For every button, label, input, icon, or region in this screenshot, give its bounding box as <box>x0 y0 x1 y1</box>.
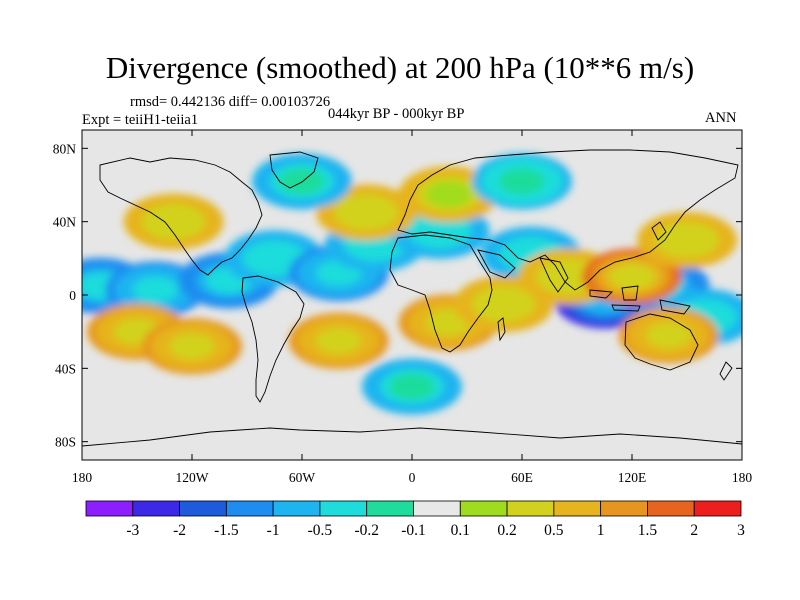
colorbar-swatch <box>132 500 180 517</box>
colorbar-label: 1.5 <box>638 522 658 539</box>
colorbar-label: -0.2 <box>354 522 379 539</box>
season-label: ANN <box>705 110 737 126</box>
field-anomaly <box>609 263 655 290</box>
field-anomaly <box>664 227 710 253</box>
colorbar-label: -1 <box>267 522 280 539</box>
field-anomaly <box>343 199 390 226</box>
lon-tick-label: 0 <box>409 470 416 485</box>
colorbar-swatch <box>272 500 321 517</box>
colorbar-swatch <box>693 500 742 517</box>
lat-tick-label: 40N <box>53 215 77 230</box>
colorbar-swatch <box>600 500 648 517</box>
colorbar-swatch <box>506 500 555 517</box>
axis-ticks: 80N 40N 0 40S 80S 180 120W 60W 0 60E 120E 180 <box>53 130 753 485</box>
map-area <box>82 130 742 460</box>
stats-line: rmsd= 0.442136 diff= 0.00103726 <box>130 94 331 110</box>
colorbar-swatch <box>553 500 602 517</box>
field-anomaly <box>416 217 463 244</box>
field-anomaly <box>389 373 435 400</box>
colorbar-swatch <box>179 500 227 517</box>
coastlines <box>82 149 742 447</box>
lon-tick-label: 60W <box>289 470 316 485</box>
field-anomaly <box>150 208 197 235</box>
colorbar-label: 0.2 <box>497 522 516 539</box>
colorbar-swatch <box>319 500 368 517</box>
colorbar-swatch <box>366 500 414 517</box>
colorbar-swatch <box>647 500 695 517</box>
field-anomaly <box>251 245 298 272</box>
field-anomaly <box>279 168 325 195</box>
colorbar-label: 1 <box>597 522 605 539</box>
colorbar-label: -0.5 <box>308 522 333 539</box>
colorbar-label: 3 <box>737 522 745 539</box>
field-anomaly <box>169 333 215 360</box>
field-anomaly <box>499 168 545 195</box>
experiment-label: Expt = teiiH1-teiia1 <box>82 112 199 128</box>
colorbar-swatch <box>85 500 134 517</box>
colorbar-label: -0.1 <box>401 522 426 539</box>
colorbar-swatch <box>225 500 274 517</box>
lat-tick-label: 80N <box>53 141 77 156</box>
colorbar-label: 2 <box>690 522 698 539</box>
lon-tick-label: 60E <box>511 470 533 485</box>
colorbar-swatch <box>413 500 461 517</box>
lat-tick-label: 40S <box>55 361 76 376</box>
lon-tick-label: 180 <box>732 470 753 485</box>
field-anomaly <box>315 327 362 354</box>
colorbar-label: 0.5 <box>544 522 564 539</box>
field-anomaly <box>425 181 472 208</box>
plot-title: Divergence (smoothed) at 200 hPa (10**6 … <box>105 50 695 85</box>
colorbar-label: -2 <box>173 522 186 539</box>
colorbar-label: -1.5 <box>214 522 239 539</box>
lat-tick-label: 80S <box>55 435 76 450</box>
colorbar-label: -3 <box>126 522 139 539</box>
colorbar-swatch <box>459 500 508 517</box>
field-anomaly <box>480 291 527 318</box>
colorbar-label: 0.1 <box>451 522 470 539</box>
field-anomaly <box>132 276 179 303</box>
colorbar: -3 -2 -1.5 -1 -0.5 -0.2 -0.1 0.1 0.2 0.5 1 1.5 2 3 <box>85 500 745 539</box>
field-anomaly <box>645 322 692 349</box>
period-label: 044kyr BP - 000kyr BP <box>328 106 465 122</box>
lon-tick-label: 180 <box>72 470 93 485</box>
lon-tick-label: 120E <box>618 470 647 485</box>
lon-tick-label: 120W <box>176 470 209 485</box>
lat-tick-label: 0 <box>69 288 76 303</box>
